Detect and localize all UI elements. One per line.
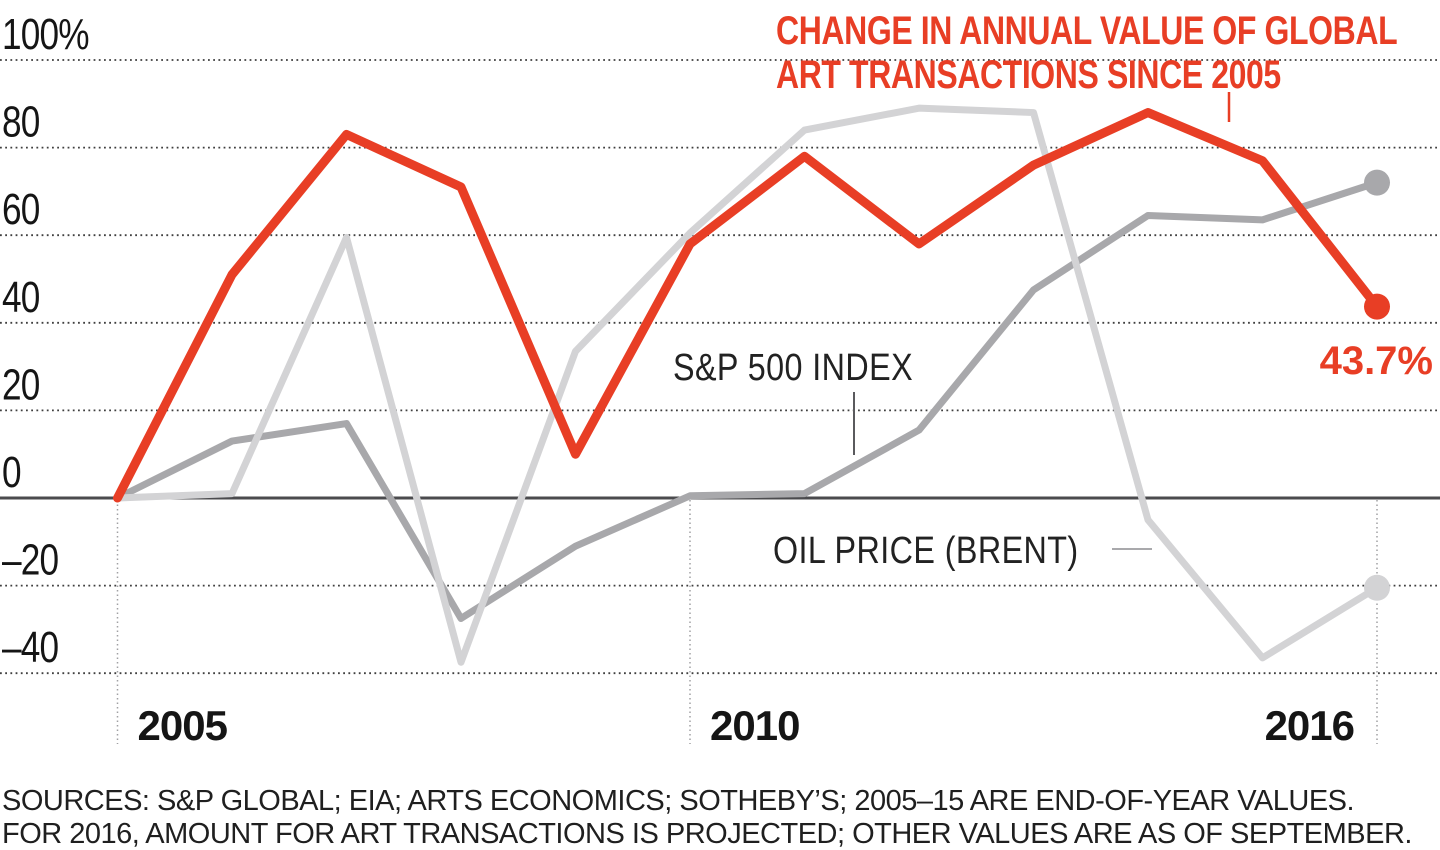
art_transactions-end-dot [1364,293,1390,320]
art_transactions-line [113,108,1382,503]
oil_brent-line [114,104,1381,666]
oil_brent-end-dot [1364,574,1390,601]
sp500-label-group: S&P 500 INDEX [673,347,913,389]
y-tick-label-100: 100% [2,10,89,59]
x-ticks: 2005 2010 2016 [116,500,1378,749]
y-tick-label-20: 20 [2,361,40,410]
y-grid: 100% 80 60 40 20 0 –20 –40 [0,10,1440,675]
y-tick-label-40: 40 [2,273,40,322]
chart-title-line2: ART TRANSACTIONS SINCE 2005 [776,52,1281,97]
x-tick-label-2010: 2010 [710,702,799,749]
x-tick-label-2005: 2005 [138,702,228,749]
x-tick-label-2016: 2016 [1265,702,1354,749]
oil-label: OIL PRICE (BRENT) [773,530,1079,572]
sp500-end-dot [1364,169,1390,196]
chart-title-line1: CHANGE IN ANNUAL VALUE OF GLOBAL [776,8,1398,53]
y-tick-label-60: 60 [2,186,40,235]
art-end-value-label: 43.7% [1320,339,1433,383]
sources-line2: FOR 2016, AMOUNT FOR ART TRANSACTIONS IS… [2,818,1412,850]
chart-title: CHANGE IN ANNUAL VALUE OF GLOBAL ART TRA… [776,8,1398,97]
sp500-label: S&P 500 INDEX [673,347,913,389]
oil-label-group: OIL PRICE (BRENT) [773,530,1079,572]
sp500-line [114,179,1381,622]
y-tick-label--40: –40 [2,624,58,673]
sources-line1: SOURCES: S&P GLOBAL; EIA; ARTS ECONOMICS… [2,785,1354,817]
y-tick-label-0: 0 [2,448,21,497]
series-lines [113,104,1382,666]
series-end-dots [1364,169,1390,601]
y-tick-label--20: –20 [2,536,58,585]
y-tick-label-80: 80 [2,98,40,147]
